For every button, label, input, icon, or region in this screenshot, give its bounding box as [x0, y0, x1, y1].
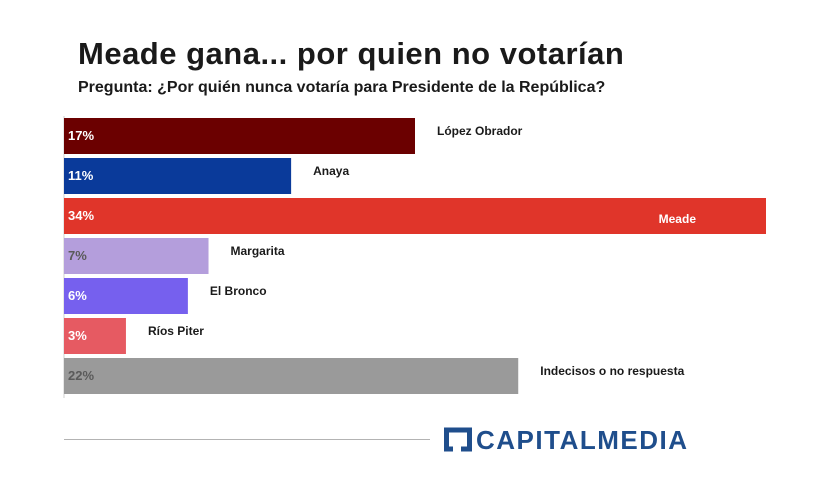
bar: [64, 118, 415, 154]
chart-subtitle: Pregunta: ¿Por quién nunca votaría para …: [78, 79, 606, 96]
value-label: 17%: [68, 128, 94, 143]
capitalmedia-logo-icon: [444, 427, 472, 453]
value-label: 34%: [68, 208, 94, 223]
category-label: Ríos Piter: [148, 324, 204, 338]
category-label: López Obrador: [437, 124, 523, 138]
capitalmedia-logo-text: CAPITALMEDIA: [476, 425, 689, 455]
category-label: Meade: [659, 212, 697, 226]
value-label: 11%: [68, 168, 94, 183]
value-label: 6%: [68, 288, 87, 303]
bar: [64, 278, 188, 314]
category-label: El Bronco: [210, 284, 267, 298]
bar: [64, 358, 519, 394]
chart-title: Meade gana... por quien no votarían: [78, 36, 625, 71]
bar: [64, 158, 292, 194]
bar: [64, 238, 209, 274]
bar: [64, 198, 766, 234]
value-label: 22%: [68, 368, 94, 383]
capitalmedia-logo: CAPITALMEDIA: [444, 426, 689, 454]
category-label: Margarita: [231, 244, 285, 258]
category-label: Indecisos o no respuesta: [540, 364, 684, 378]
value-label: 7%: [68, 248, 87, 263]
bar: [64, 318, 126, 354]
footer-divider: [64, 439, 430, 440]
value-label: 3%: [68, 328, 87, 343]
category-label: Anaya: [313, 164, 349, 178]
